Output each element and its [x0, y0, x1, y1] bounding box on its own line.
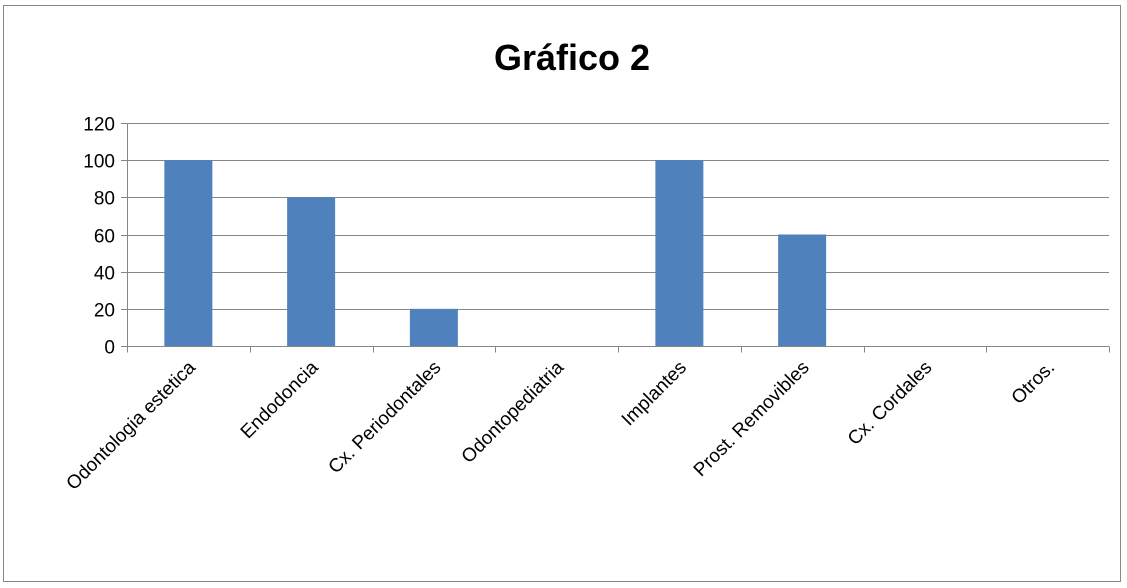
y-tick-label: 40: [94, 264, 115, 285]
y-tick-label: 60: [94, 227, 115, 248]
x-tick-label: Prost. Removibles: [690, 357, 814, 481]
axes: [121, 123, 1110, 353]
bar: [655, 160, 704, 346]
x-tick-labels: Odontologia estetica Endodoncia Cx. Period…: [63, 357, 1060, 495]
bar: [164, 160, 213, 346]
x-tick-label: Endodoncia: [237, 357, 323, 443]
y-tick-label: 20: [94, 301, 115, 322]
bar: [778, 234, 827, 346]
x-tick-label: Odontologia estetica: [63, 357, 201, 495]
gridlines: [127, 123, 1109, 310]
x-tick-label: Cx. Periodontales: [325, 357, 446, 478]
bar: [409, 308, 458, 346]
y-tick-label: 120: [83, 115, 115, 136]
bar: [287, 197, 336, 346]
y-tick-label: 0: [104, 338, 115, 359]
bars: [164, 160, 827, 346]
x-tick-label: Odontopediatria: [458, 357, 569, 468]
y-tick-label: 100: [83, 152, 115, 173]
y-tick-labels: 0 20 40 60 80 100 120: [83, 115, 115, 359]
x-tick-label: Implantes: [618, 357, 691, 430]
x-tick-label: Cx. Cordales: [844, 357, 937, 450]
x-tick-label: Otros.: [1008, 357, 1059, 408]
chart-title: Gráfico 2: [494, 37, 650, 78]
y-tick-label: 80: [94, 189, 115, 210]
